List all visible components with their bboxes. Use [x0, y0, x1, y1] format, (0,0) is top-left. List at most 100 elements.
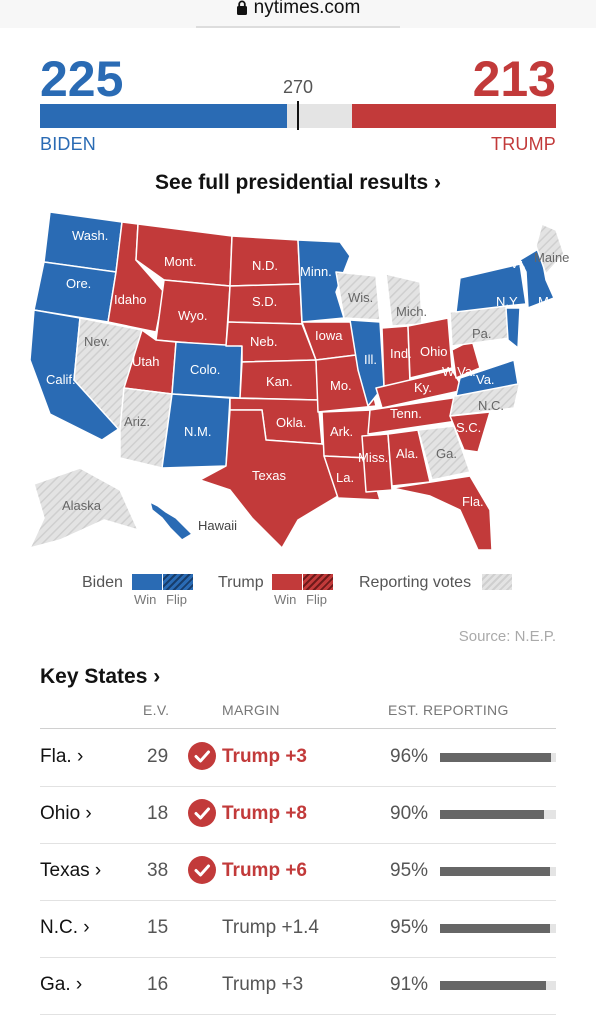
state-name[interactable]: Ohio › — [40, 803, 92, 824]
margin-value: Trump +3 — [222, 974, 304, 995]
state-name[interactable]: Fla. › — [40, 746, 84, 767]
key-states-heading[interactable]: Key States › — [40, 665, 161, 688]
state-ky — [375, 369, 465, 409]
url-display[interactable]: nytimes.com — [0, 0, 596, 19]
state-ariz — [119, 387, 173, 469]
trump-electoral-votes: 213 — [472, 51, 556, 107]
reporting-bar — [440, 753, 556, 762]
trump-win-swatch — [272, 574, 302, 590]
legend-trump-flip: Flip — [306, 592, 327, 607]
key-state-row[interactable]: Fla. › 29 Trump +3 96% — [0, 729, 596, 786]
reporting-percent: 90% — [390, 803, 429, 824]
state-wis — [335, 271, 381, 321]
full-results-link[interactable]: See full presidential results › — [155, 171, 441, 194]
state-ohio — [407, 317, 453, 379]
address-underline — [196, 26, 400, 28]
reporting-bar-fill — [440, 867, 551, 876]
reporting-bar — [440, 810, 556, 819]
reporting-bar-fill — [440, 753, 552, 762]
reporting-bar — [440, 981, 556, 990]
biden-flip-swatch — [163, 574, 193, 590]
state-label: Neb. — [250, 334, 277, 349]
state-maine — [535, 223, 565, 275]
state-label: Ind. — [390, 346, 412, 361]
margin-value: Trump +8 — [222, 803, 307, 824]
reporting-percent: 96% — [390, 746, 429, 767]
reporting-bar — [440, 867, 556, 876]
state-label: Calif. — [46, 372, 76, 387]
row-divider — [40, 957, 556, 958]
state-label: S.D. — [252, 294, 277, 309]
col-margin: MARGIN — [222, 702, 280, 718]
state-label: Pa. — [472, 326, 492, 341]
state-label: Okla. — [276, 415, 306, 430]
legend-biden-win: Win — [134, 592, 157, 607]
state-label: Ohio — [420, 344, 447, 359]
legend-trump-win: Win — [274, 592, 297, 607]
trump-bar-fill — [351, 104, 556, 128]
us-results-map[interactable]: Wash. Ore. Calif. Idaho Nev. Mont. Wyo. Utah Col… — [20, 200, 580, 560]
legend-biden-flip: Flip — [166, 592, 187, 607]
state-label: Tenn. — [390, 406, 422, 421]
state-name[interactable]: Ga. › — [40, 974, 83, 995]
lock-icon — [236, 1, 247, 16]
state-label: Texas — [252, 468, 286, 483]
state-label: Maine — [534, 250, 569, 265]
called-check-icon — [188, 799, 216, 827]
reporting-percent: 95% — [390, 860, 429, 881]
biden-electoral-votes: 225 — [40, 51, 124, 107]
state-label: Idaho — [114, 292, 147, 307]
electoral-votes: 15 — [147, 917, 169, 938]
table-header-rule — [40, 728, 556, 729]
row-divider — [40, 843, 556, 844]
row-divider — [40, 786, 556, 787]
reporting-bar-fill — [440, 924, 551, 933]
state-label: W.Va. — [442, 364, 476, 379]
electoral-votes: 29 — [147, 746, 169, 767]
state-fla — [391, 475, 493, 551]
map-legend: Biden Win Flip Trump Win Flip Reporting … — [0, 572, 596, 612]
col-ev: E.V. — [143, 702, 170, 718]
state-label: Fla. — [462, 494, 484, 509]
state-name[interactable]: N.C. › — [40, 917, 90, 938]
biden-label: BIDEN — [40, 134, 97, 154]
state-label: N.M. — [184, 424, 211, 439]
state-label: Kan. — [266, 374, 293, 389]
row-divider — [40, 900, 556, 901]
key-state-row[interactable]: Texas › 38 Trump +6 95% — [0, 843, 596, 900]
state-ill — [349, 319, 385, 407]
state-label: N.Y. — [496, 294, 520, 309]
state-label: Hawaii — [198, 518, 237, 533]
browser-address-bar[interactable]: nytimes.com — [0, 0, 596, 28]
state-label: Wyo. — [178, 308, 208, 323]
called-check-icon — [188, 856, 216, 884]
row-divider — [40, 1014, 556, 1015]
state-label: N.C. — [478, 398, 504, 413]
state-label: Iowa — [315, 328, 343, 343]
state-va — [455, 359, 519, 397]
state-label: La. — [336, 470, 354, 485]
state-label: Miss. — [358, 450, 388, 465]
state-hawaii — [149, 501, 193, 541]
margin-value: Trump +3 — [222, 746, 307, 767]
state-miss — [361, 433, 393, 493]
state-label: Mich. — [396, 304, 427, 319]
reporting-bar-fill — [440, 981, 546, 990]
state-ga — [417, 425, 471, 481]
key-state-row[interactable]: Ohio › 18 Trump +8 90% — [0, 786, 596, 843]
key-state-row[interactable]: Ga. › 16 Trump +3 91% — [0, 957, 596, 1014]
state-label: Ill. — [364, 352, 377, 367]
state-name[interactable]: Texas › — [40, 860, 102, 881]
state-label: Mo. — [330, 378, 352, 393]
key-state-row[interactable]: N.C. › 15 Trump +1.4 95% — [0, 900, 596, 957]
state-label: N.J. — [524, 334, 547, 349]
state-label: Ky. — [414, 380, 432, 395]
electoral-votes: 18 — [147, 803, 169, 824]
legend-reporting: Reporting votes — [359, 574, 472, 591]
legend-biden: Biden — [82, 574, 123, 591]
state-ny — [455, 263, 527, 313]
biden-bar-fill — [40, 104, 287, 128]
margin-value: Trump +1.4 — [222, 917, 319, 938]
state-label: N.D. — [252, 258, 278, 273]
reporting-swatch — [482, 574, 512, 590]
